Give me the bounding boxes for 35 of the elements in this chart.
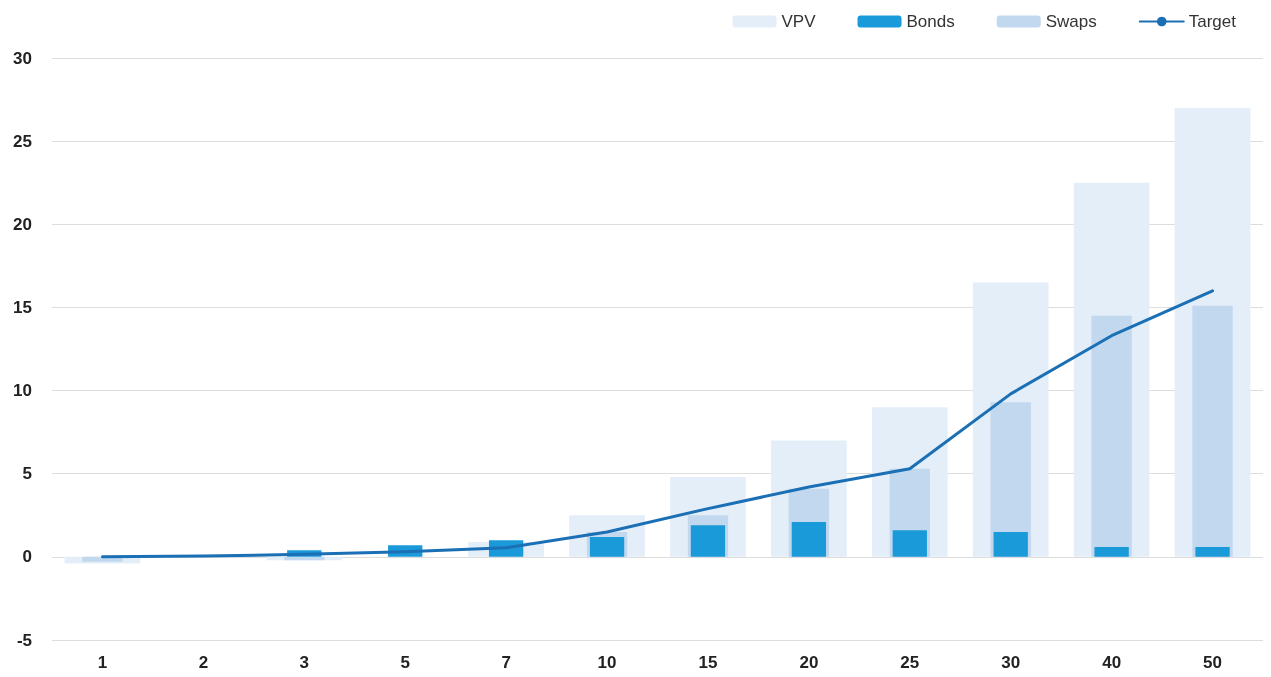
y-tick-label: 10 <box>13 381 32 401</box>
bar <box>284 556 325 561</box>
y-tick-label: 25 <box>13 131 32 151</box>
bar <box>1192 305 1233 557</box>
bar <box>1195 546 1230 557</box>
x-tick-label: 25 <box>900 653 920 672</box>
bar <box>791 521 827 557</box>
x-tick-label: 20 <box>799 653 819 672</box>
y-tick-label: 20 <box>13 214 32 234</box>
y-tick-label: 30 <box>13 48 32 68</box>
legend-label: Target <box>1188 12 1237 31</box>
x-tick-label: 1 <box>97 653 108 672</box>
legend-label: Bonds <box>906 12 955 31</box>
line-series <box>100 289 1215 559</box>
y-tick-label: 15 <box>13 297 32 317</box>
y-tick-label: 0 <box>22 547 32 567</box>
bar <box>892 530 927 557</box>
bar <box>1091 315 1132 557</box>
x-tick-label: 5 <box>400 653 410 672</box>
y-tick-label: -5 <box>16 630 32 650</box>
bar <box>690 525 726 557</box>
legend-label: Swaps <box>1045 12 1097 31</box>
x-tick-label: 7 <box>501 653 511 672</box>
y-tick-label: 5 <box>22 464 32 484</box>
bar <box>1094 546 1129 557</box>
x-tick-label: 40 <box>1102 653 1122 672</box>
legend-label: VPV <box>781 12 817 31</box>
x-tick-label: 2 <box>198 653 209 672</box>
x-tick-label: 10 <box>597 653 617 672</box>
x-tick-label: 15 <box>698 653 718 672</box>
x-tick-label: 30 <box>1001 653 1021 672</box>
bar <box>589 536 625 557</box>
bar <box>993 531 1028 557</box>
x-tick-label: 3 <box>299 653 310 672</box>
x-tick-label: 50 <box>1203 653 1222 672</box>
